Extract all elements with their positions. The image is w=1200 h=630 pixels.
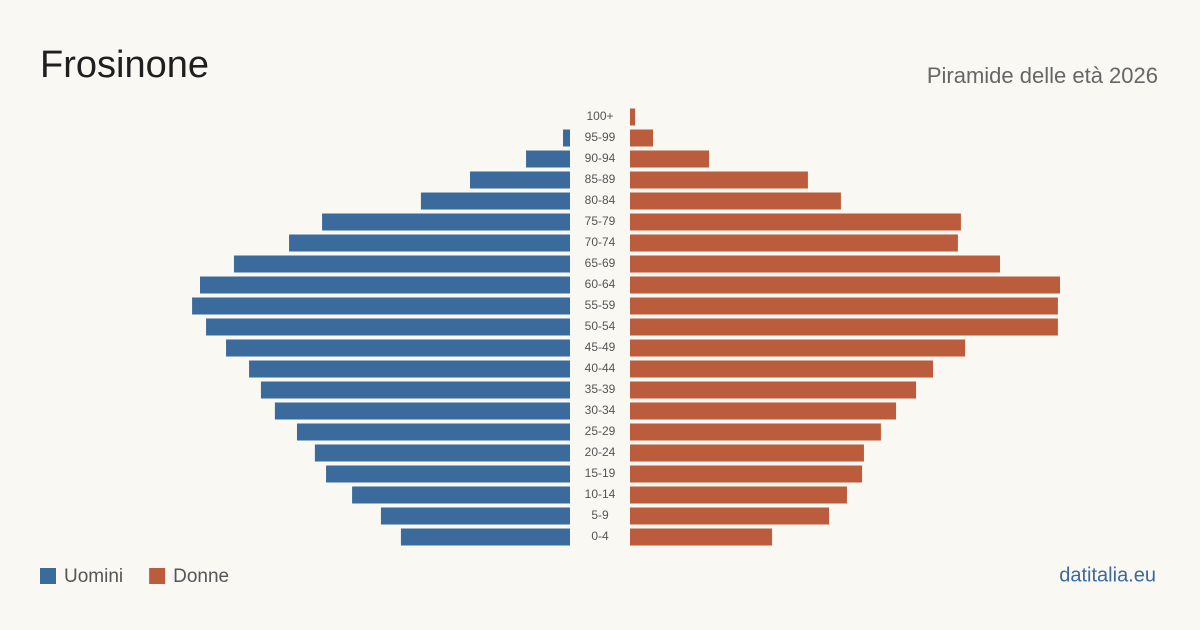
legend-swatch: [149, 568, 166, 584]
bar: [206, 318, 570, 336]
legend-label: Uomini: [64, 566, 123, 587]
age-label: 25-29: [585, 424, 616, 438]
age-label: 55-59: [585, 298, 616, 312]
bar: [630, 276, 1060, 294]
bar: [322, 213, 570, 231]
bar: [630, 465, 863, 483]
age-label: 100+: [586, 109, 613, 123]
age-label: 65-69: [585, 256, 616, 270]
source: datitalia.eu: [1059, 564, 1156, 586]
bar: [352, 486, 570, 504]
bar: [274, 402, 570, 420]
bar: [233, 255, 570, 273]
bar: [526, 150, 570, 168]
bar: [380, 507, 570, 525]
bar: [260, 381, 570, 399]
age-label: 5-9: [591, 508, 609, 522]
bar: [630, 423, 881, 441]
age-label: 60-64: [585, 277, 616, 291]
age-label: 85-89: [585, 172, 616, 186]
age-label: 20-24: [585, 445, 616, 459]
bar: [630, 318, 1058, 336]
bar: [192, 297, 570, 315]
bar: [630, 150, 710, 168]
bar: [630, 381, 917, 399]
bar: [630, 402, 897, 420]
bar: [249, 360, 570, 378]
age-label: 10-14: [585, 487, 616, 501]
bar: [563, 129, 570, 147]
bar: [630, 486, 847, 504]
age-label: 95-99: [585, 130, 616, 144]
bar: [226, 339, 570, 357]
bar: [630, 528, 773, 546]
bar: [630, 129, 654, 147]
bar: [420, 192, 570, 210]
age-label: 45-49: [585, 340, 616, 354]
bar: [630, 507, 830, 525]
chart-subtitle: Piramide delle età 2026: [927, 63, 1158, 88]
bar: [289, 234, 570, 252]
age-label: 30-34: [585, 403, 616, 417]
bar: [630, 255, 1000, 273]
bar: [630, 213, 961, 231]
bar: [630, 444, 864, 462]
bar: [296, 423, 570, 441]
bar: [326, 465, 570, 483]
legend-swatch: [40, 568, 56, 584]
age-label: 80-84: [585, 193, 616, 207]
age-label: 70-74: [585, 235, 616, 249]
bar: [400, 528, 570, 546]
bar: [630, 192, 841, 210]
bar: [630, 297, 1058, 315]
bar: [630, 171, 808, 189]
bar: [200, 276, 570, 294]
bar: [630, 108, 636, 126]
age-label: 0-4: [591, 529, 609, 543]
age-label: 75-79: [585, 214, 616, 228]
bar: [470, 171, 570, 189]
chart-title: Frosinone: [40, 44, 209, 86]
bar: [314, 444, 570, 462]
age-label: 15-19: [585, 466, 616, 480]
bar: [630, 339, 966, 357]
bar: [630, 360, 934, 378]
age-label: 50-54: [585, 319, 616, 333]
legend-label: Donne: [173, 566, 229, 587]
bar: [630, 234, 958, 252]
age-label: 40-44: [585, 361, 616, 375]
age-label: 35-39: [585, 382, 616, 396]
age-label: 90-94: [585, 151, 616, 165]
